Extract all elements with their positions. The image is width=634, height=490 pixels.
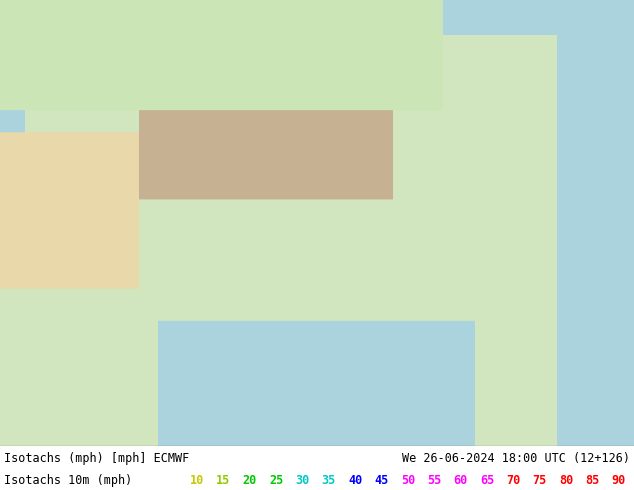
Text: 90: 90 <box>612 474 626 487</box>
Text: 40: 40 <box>348 474 362 487</box>
Text: 50: 50 <box>401 474 415 487</box>
Text: 20: 20 <box>243 474 257 487</box>
Text: 80: 80 <box>559 474 573 487</box>
Text: 75: 75 <box>533 474 547 487</box>
Text: 85: 85 <box>585 474 600 487</box>
Text: Isotachs 10m (mph): Isotachs 10m (mph) <box>4 474 133 487</box>
Text: 45: 45 <box>374 474 389 487</box>
Text: 70: 70 <box>506 474 521 487</box>
Text: 25: 25 <box>269 474 283 487</box>
Text: Isotachs (mph) [mph] ECMWF: Isotachs (mph) [mph] ECMWF <box>4 452 190 465</box>
Text: 60: 60 <box>453 474 468 487</box>
Text: 65: 65 <box>480 474 494 487</box>
Text: 35: 35 <box>321 474 336 487</box>
Text: 55: 55 <box>427 474 441 487</box>
Text: We 26-06-2024 18:00 UTC (12+126): We 26-06-2024 18:00 UTC (12+126) <box>402 452 630 465</box>
Text: 15: 15 <box>216 474 231 487</box>
Text: 30: 30 <box>295 474 309 487</box>
Text: 10: 10 <box>190 474 204 487</box>
